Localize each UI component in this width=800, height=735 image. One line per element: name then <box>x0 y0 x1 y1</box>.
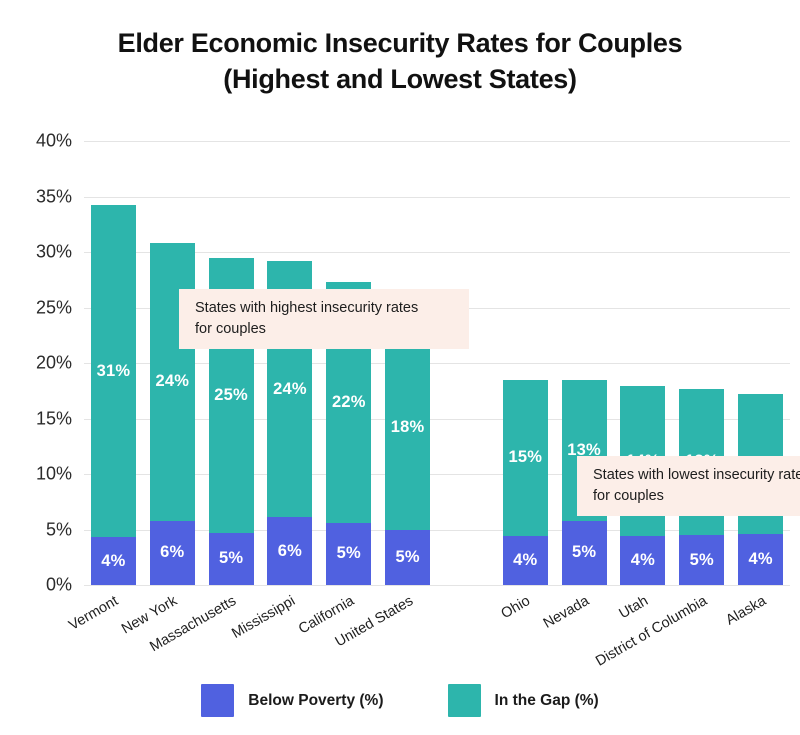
y-axis-tick-label: 40% <box>35 130 72 151</box>
gridline <box>84 141 790 142</box>
y-axis-tick-label: 15% <box>35 408 72 428</box>
bar-value-label: 15% <box>508 448 543 467</box>
legend-item[interactable]: In the Gap (%) <box>447 684 599 717</box>
gridline <box>84 529 790 531</box>
y-axis-labels: 0% 5% 10% 15% 20% 25% 30% 35% 40% <box>0 131 84 595</box>
bar-segment-below-poverty[interactable]: 5% <box>208 532 254 585</box>
annotation-lowest-states: States with lowest insecurity rates for … <box>577 456 800 517</box>
bar-segment-below-poverty[interactable]: 4% <box>738 533 784 585</box>
bar-value-label: 18% <box>390 417 425 436</box>
bar-segment-below-poverty[interactable]: 5% <box>385 529 431 585</box>
bar-segment-in-the-gap[interactable]: 18% <box>385 325 431 530</box>
bar-segment-below-poverty[interactable]: 4% <box>502 536 548 585</box>
bar-value-label: 5% <box>218 549 244 568</box>
bar-stack[interactable]: 18% 5% <box>385 325 431 585</box>
legend-label: In the Gap (%) <box>494 691 599 709</box>
gridline <box>84 363 790 364</box>
bar-segment-below-poverty[interactable]: 6% <box>149 520 195 585</box>
bar-value-label: 6% <box>277 541 303 560</box>
bar-segment-in-the-gap[interactable]: 15% <box>502 379 548 537</box>
bar-value-label: 24% <box>155 372 190 391</box>
bar-segment-below-poverty[interactable]: 6% <box>267 517 313 585</box>
bar-segment-below-poverty[interactable]: 5% <box>561 520 607 585</box>
legend-item[interactable]: Below Poverty (%) <box>201 684 384 717</box>
bar-value-label: 5% <box>395 547 420 566</box>
y-axis-tick-label: 0% <box>45 574 72 595</box>
bar-segment-below-poverty[interactable]: 4% <box>90 537 136 585</box>
y-axis-tick-label: 35% <box>35 186 72 206</box>
y-axis-tick-label: 25% <box>35 297 72 317</box>
bar-segment-below-poverty[interactable]: 5% <box>326 522 372 585</box>
bar-value-label: 5% <box>689 550 714 569</box>
legend-swatch <box>201 684 235 717</box>
chart-legend: Below Poverty (%) In the Gap (%) <box>0 684 800 717</box>
gridline <box>84 474 790 475</box>
bar-value-label: 4% <box>101 551 126 570</box>
bar-value-label: 5% <box>336 544 361 563</box>
bar-value-label: 31% <box>96 361 131 380</box>
annotation-highest-states: States with highest insecurity rates for… <box>179 289 469 350</box>
bar-value-label: 4% <box>513 551 538 570</box>
bar-segment-below-poverty[interactable]: 4% <box>620 536 666 585</box>
gridline <box>84 196 790 198</box>
bar-segment-in-the-gap[interactable]: 31% <box>90 205 136 538</box>
bar-value-label: 22% <box>331 392 366 411</box>
bar-segment-in-the-gap[interactable]: 24% <box>149 243 195 521</box>
bar-value-label: 5% <box>571 543 597 562</box>
x-axis-labels: Vermont New York Massachusetts Mississippi C… <box>67 585 790 675</box>
legend-swatch <box>447 684 481 717</box>
chart-title: Elder Economic Insecurity Rates for Coup… <box>117 28 683 94</box>
bar-value-label: 24% <box>273 379 307 398</box>
y-axis-tick-label: 30% <box>35 241 72 262</box>
bar-value-label: 4% <box>748 549 773 568</box>
y-axis-tick-label: 5% <box>45 519 72 539</box>
bar-value-label: 4% <box>630 551 656 570</box>
bar-segment-below-poverty[interactable]: 5% <box>679 535 725 585</box>
bar-value-label: 25% <box>214 385 248 404</box>
y-axis-tick-label: 10% <box>35 463 72 484</box>
bar-stack[interactable]: 31% 4% <box>90 205 136 585</box>
y-axis-tick-label: 20% <box>35 352 72 373</box>
bar-stack[interactable]: 15% 4% <box>502 379 548 585</box>
legend-label: Below Poverty (%) <box>248 691 384 709</box>
gridline <box>84 585 790 586</box>
gridline <box>84 418 790 420</box>
gridline <box>84 252 790 253</box>
bar-value-label: 6% <box>160 543 185 562</box>
plot-area: 31% 4% 24% 6% 25% 5% 24% 6% 22% 5% 18% 5% 15% 4% 13% 5%… <box>84 141 800 586</box>
